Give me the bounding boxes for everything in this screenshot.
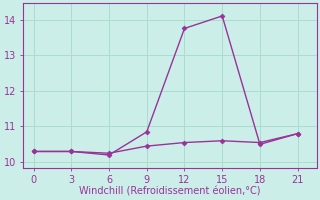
X-axis label: Windchill (Refroidissement éolien,°C): Windchill (Refroidissement éolien,°C) <box>79 187 261 197</box>
